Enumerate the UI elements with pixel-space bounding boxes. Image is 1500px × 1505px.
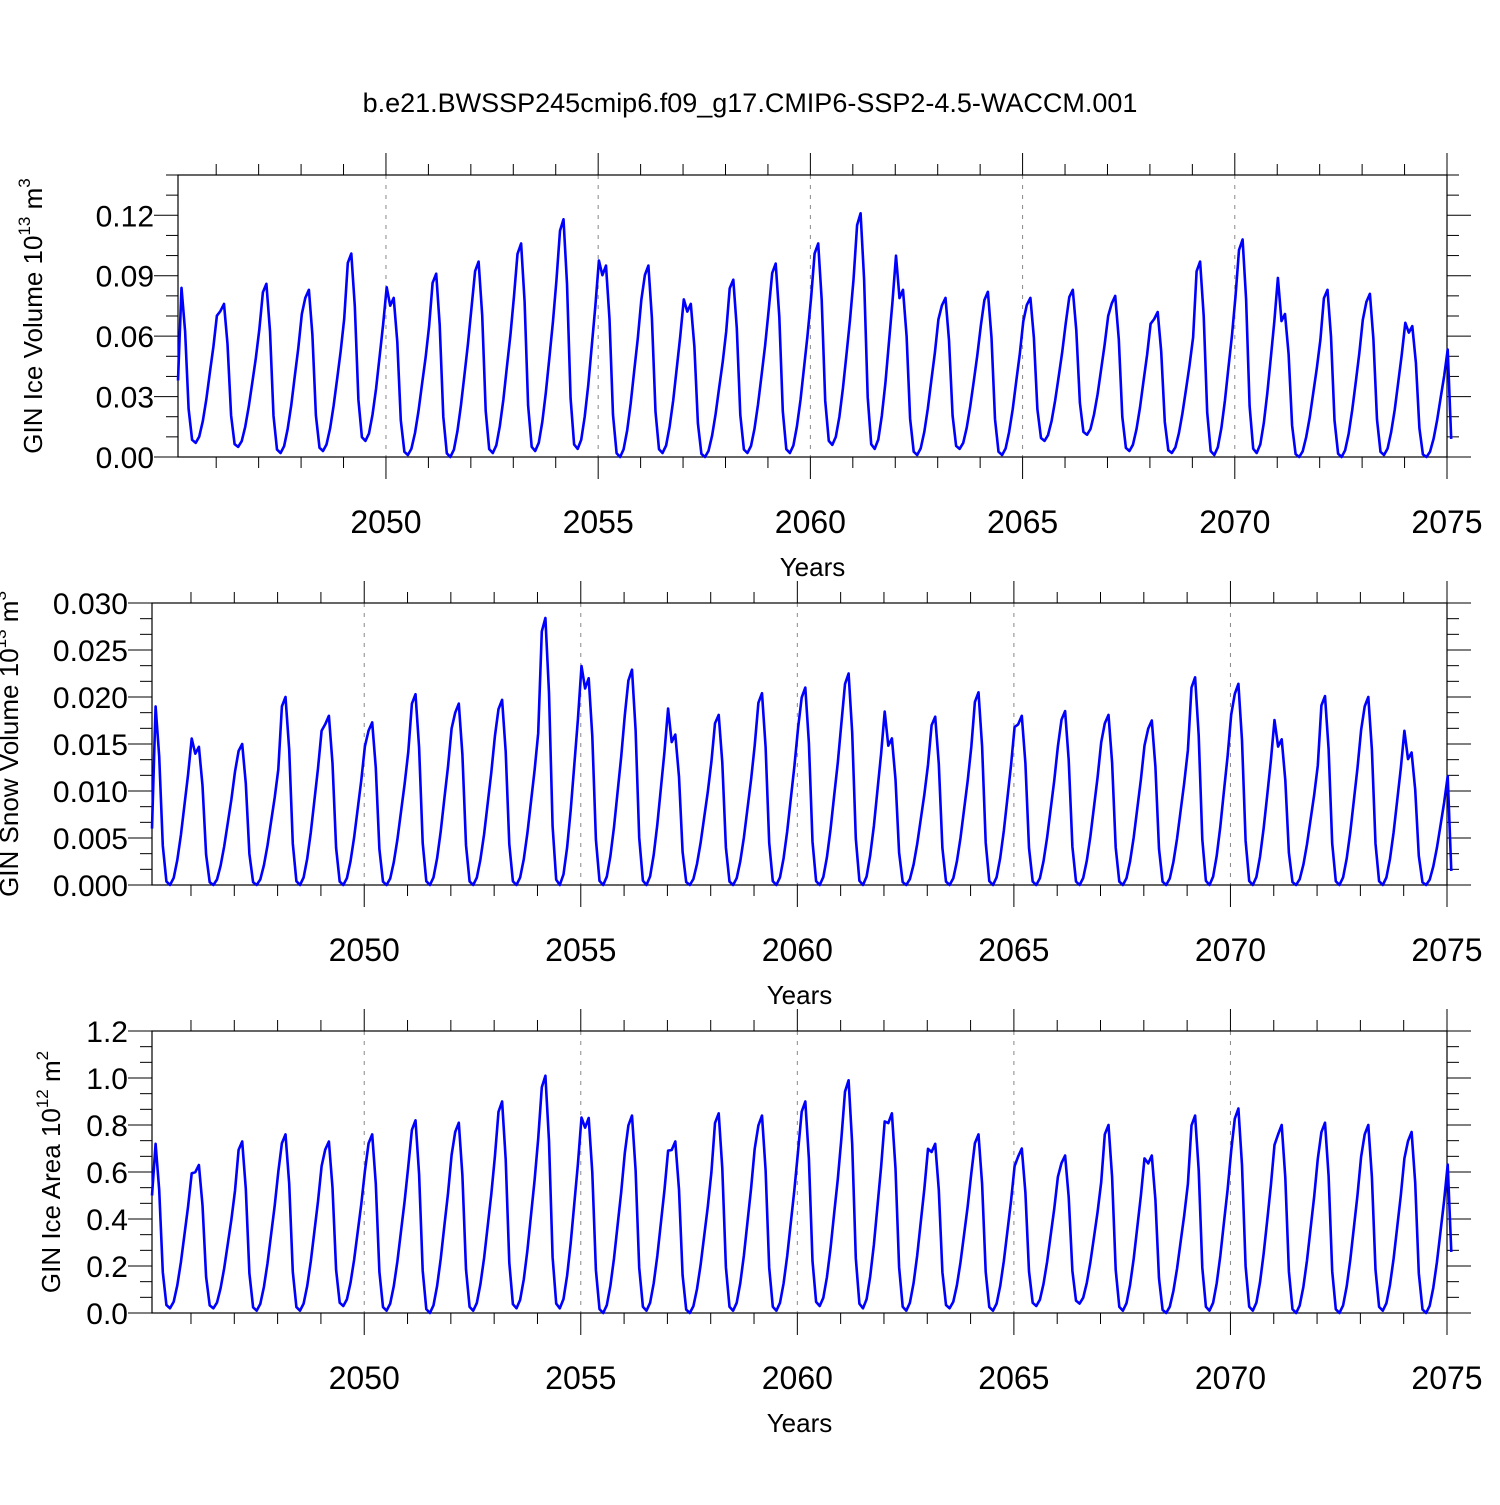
y-tick-label: 0.020 xyxy=(53,682,128,715)
x-tick-label: 2070 xyxy=(1199,504,1270,540)
x-axis-label: Years xyxy=(780,552,846,582)
series-line-1 xyxy=(150,1074,1453,1315)
x-tick-label: 2055 xyxy=(563,504,634,540)
panel-1: 2050 2055 2060 2065 2070 2075 Years 0.00 0.03 0.0… xyxy=(15,153,1483,582)
x-tick-label: 2050 xyxy=(329,932,400,968)
series-line-1 xyxy=(176,212,1453,459)
y-tick-label: 0.12 xyxy=(96,200,154,233)
figure-title: b.e21.BWSSP245cmip6.f09_g17.CMIP6-SSP2-4… xyxy=(363,88,1138,118)
y-tick-label: 0.4 xyxy=(86,1204,128,1237)
y-tick-label: 0.09 xyxy=(96,261,154,294)
y-tick-label: 0.015 xyxy=(53,729,128,762)
y-tick-label: 0.030 xyxy=(53,588,128,621)
series-line-1 xyxy=(150,616,1453,887)
x-axis-label: Years xyxy=(767,980,833,1010)
x-tick-label: 2060 xyxy=(775,504,846,540)
y-tick-label: 0.6 xyxy=(86,1157,128,1190)
y-tick-label: 0.2 xyxy=(86,1251,128,1284)
x-tick-label: 2065 xyxy=(978,932,1049,968)
y-tick-label: 0.025 xyxy=(53,635,128,668)
x-tick-label: 2060 xyxy=(762,1360,833,1396)
panel-3: 2050 2055 2060 2065 2070 2075 Years 0.0 0.2 0.4 0.… xyxy=(33,1009,1483,1438)
x-tick-label: 2065 xyxy=(978,1360,1049,1396)
x-tick-label: 2075 xyxy=(1411,932,1482,968)
x-tick-label: 2070 xyxy=(1195,1360,1266,1396)
y-tick-label: 0.06 xyxy=(96,321,154,354)
y-tick-label: 0.03 xyxy=(96,382,154,415)
y-tick-label: 0.005 xyxy=(53,823,128,856)
x-tick-label: 2050 xyxy=(350,504,421,540)
y-axis-label: GIN Ice Volume 1013 m3 xyxy=(15,178,48,454)
x-axis-label: Years xyxy=(767,1408,833,1438)
plot-frame xyxy=(151,602,1448,886)
y-axis-label: GIN Ice Area 1012 m2 xyxy=(33,1051,66,1293)
y-tick-label: 0.00 xyxy=(96,442,154,475)
y-tick-label: 0.000 xyxy=(53,870,128,903)
x-tick-label: 2050 xyxy=(329,1360,400,1396)
x-tick-label: 2055 xyxy=(545,1360,616,1396)
panels-group: 2050 2055 2060 2065 2070 2075 Years 0.00 0.03 0.0… xyxy=(0,153,1483,1438)
x-tick-label: 2055 xyxy=(545,932,616,968)
y-axis-label: GIN Snow Volume 1013 m3 xyxy=(0,591,24,897)
y-tick-label: 0.010 xyxy=(53,776,128,809)
y-tick-label: 1.2 xyxy=(86,1016,128,1049)
x-tick-label: 2075 xyxy=(1411,504,1482,540)
x-tick-label: 2070 xyxy=(1195,932,1266,968)
plot-frame xyxy=(177,174,1448,458)
x-tick-label: 2065 xyxy=(987,504,1058,540)
panel-2: 2050 2055 2060 2065 2070 2075 Years 0.000 0.005 0… xyxy=(0,581,1483,1010)
y-tick-label: 0.8 xyxy=(86,1110,128,1143)
x-tick-label: 2075 xyxy=(1411,1360,1482,1396)
x-tick-label: 2060 xyxy=(762,932,833,968)
y-tick-label: 0.0 xyxy=(86,1298,128,1331)
y-tick-label: 1.0 xyxy=(86,1063,128,1096)
plot-frame xyxy=(151,1030,1448,1314)
